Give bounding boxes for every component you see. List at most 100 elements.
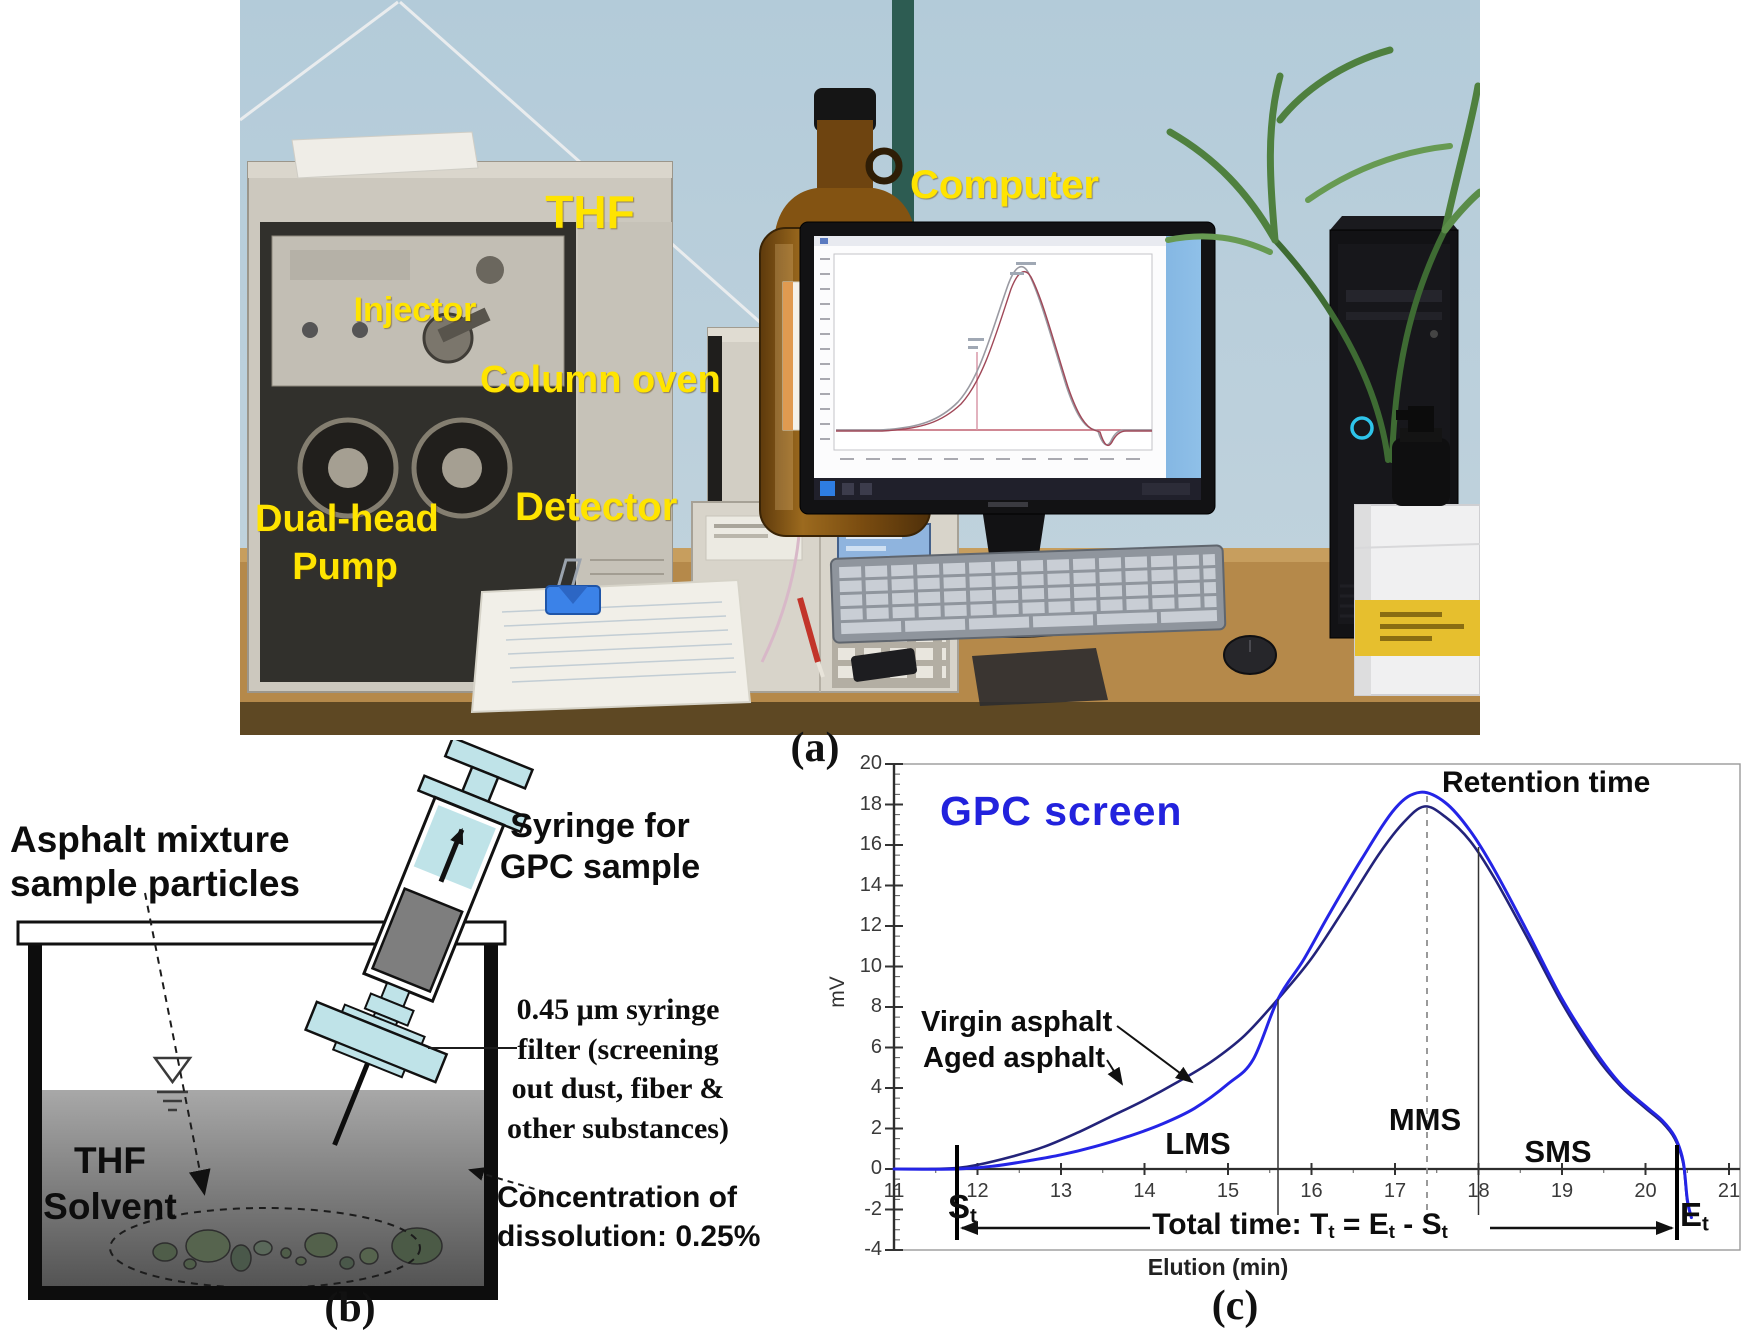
tray	[1142, 483, 1190, 495]
x-tick-label: 20	[1634, 1180, 1657, 1202]
asphalt-particles	[152, 1227, 443, 1272]
x-tick-label: 18	[1467, 1180, 1490, 1202]
tt-s2: t	[1388, 1220, 1395, 1242]
y-tick-label: 14	[859, 873, 882, 896]
y-tick-label: 0	[870, 1157, 882, 1179]
chart-title: GPC screen	[940, 788, 1183, 834]
sprayer-bottle	[1392, 406, 1450, 506]
label-detector: Detector	[515, 485, 678, 529]
et-main: E	[1680, 1196, 1703, 1233]
keyboard	[829, 544, 1227, 644]
tt-s1: t	[1328, 1220, 1335, 1242]
desk-mat	[972, 648, 1108, 706]
y-tick-label: 16	[859, 833, 882, 855]
panel-b-diagram: Asphalt mixture sample particles Syringe…	[0, 735, 790, 1336]
thf-line2: Solvent	[43, 1186, 177, 1228]
y-tick-label: 6	[870, 1035, 882, 1058]
asphalt-line2: sample particles	[10, 862, 300, 904]
draw-up-arrow-icon	[438, 827, 465, 883]
conc-line2: dissolution: 0.25%	[497, 1220, 761, 1253]
paper-on-pump	[291, 131, 479, 179]
curve-virgin-asphalt	[892, 790, 1693, 1220]
x-tick-label: 19	[1550, 1180, 1574, 1202]
label-thf-solvent: THF Solvent	[30, 1138, 190, 1231]
series-label-aged: Aged asphalt	[923, 1042, 1106, 1074]
conc-line1: Concentration of	[497, 1181, 737, 1214]
red-pen	[797, 597, 825, 678]
mini-chart-frame	[833, 253, 1153, 451]
y-tick-label: 20	[859, 752, 882, 774]
aged-leader-arrow	[1106, 1059, 1124, 1086]
start-time-label: St	[948, 1188, 977, 1228]
clip-arms	[556, 558, 582, 589]
panel-a-photo: Injector THF Column oven Computer Detect…	[239, 0, 1484, 735]
tt-p1: Total time: T	[1152, 1208, 1329, 1241]
cable-2	[239, 0, 399, 122]
filter-line2: filter (screening	[517, 1032, 719, 1066]
photo-scene	[239, 0, 1484, 735]
y-tick-label: 18	[859, 792, 882, 815]
caption-a: (a)	[790, 725, 840, 771]
label-pump-line1: Dual-head	[255, 498, 439, 540]
region-label-mms: MMS	[1388, 1102, 1462, 1137]
label-computer: Computer	[910, 163, 1099, 207]
paper-stack	[470, 558, 752, 714]
y-tick-label: 4	[870, 1076, 882, 1098]
label-thf: THF	[545, 186, 635, 238]
label-pump-line2: Pump	[292, 545, 398, 588]
y-tick-label: 12	[859, 914, 882, 936]
x-tick-label: 15	[1216, 1180, 1240, 1202]
concentration-arrow	[468, 1167, 546, 1193]
x-tick-label: 12	[966, 1180, 989, 1202]
caption-b: (b)	[324, 1285, 376, 1331]
retention-time-label: Retention time	[1442, 766, 1651, 799]
small-device	[851, 648, 917, 682]
tt-s3: t	[1441, 1220, 1448, 1242]
wall-pillar	[892, 0, 914, 240]
x-tick-label: 14	[1133, 1180, 1156, 1202]
label-column-oven: Column oven	[480, 359, 721, 401]
y-tick-label: -2	[864, 1197, 882, 1220]
mini-curve-gray	[836, 265, 1152, 446]
optical-drive	[1346, 290, 1442, 302]
asphalt-line1: Asphalt mixture	[10, 819, 290, 860]
region-label-sms: SMS	[1524, 1134, 1592, 1169]
mini-curve-maroon	[836, 270, 1152, 447]
series-label-virgin: Virgin asphalt	[921, 1006, 1113, 1038]
syringe-line1: Syringe for	[510, 807, 690, 845]
label-injector: Injector	[353, 291, 477, 329]
diagram-scene	[16, 735, 546, 1300]
taskbar	[814, 478, 1201, 500]
syringe-line2: GPC sample	[499, 848, 701, 887]
x-axis-title: Elution (min)	[1147, 1254, 1289, 1280]
y-tick-label: 10	[859, 954, 882, 977]
syringe-filter	[303, 1000, 449, 1084]
supply-box	[1354, 504, 1481, 696]
water-level-icon	[152, 1056, 193, 1112]
plunger-seal	[370, 886, 464, 994]
panel-c-chart: 11 12 13 14 15 16 17 18 19 20 21 -4 -2 0 2 4 6 8 10 12 14 16 1…	[790, 740, 1743, 1336]
caption-c: (c)	[1211, 1283, 1259, 1329]
chart-tick-labels: 11 12 13 14 15 16 17 18 19 20 21 -4 -2 0 2 4 6 8 10 12 14 16 1…	[790, 740, 1743, 1336]
x-tick-label: 16	[1300, 1180, 1323, 1202]
pump-unit	[247, 131, 673, 693]
label-dual-head-pump: Dual-head Pump	[255, 496, 439, 591]
y-axis-title: mV	[826, 976, 849, 1008]
plant	[1165, 46, 1484, 463]
power-ring	[1350, 416, 1374, 440]
pump-head-right	[411, 417, 513, 519]
syringe	[303, 735, 535, 1146]
tt-p3: - S	[1394, 1208, 1442, 1241]
start-icon	[820, 481, 835, 496]
virgin-leader-arrow	[1116, 1025, 1194, 1084]
tt-p2: = E	[1334, 1208, 1389, 1241]
filter-line4: other substances)	[507, 1111, 729, 1145]
mini-chart-yticks	[820, 258, 830, 440]
mini-chart-xticks	[840, 458, 1140, 460]
x-tick-label: 13	[1049, 1180, 1073, 1202]
y-tick-label: 2	[870, 1116, 882, 1139]
x-tick-label: 17	[1383, 1180, 1407, 1202]
st-sub: t	[970, 1204, 977, 1228]
label-asphalt-particles: Asphalt mixture sample particles	[10, 818, 300, 905]
